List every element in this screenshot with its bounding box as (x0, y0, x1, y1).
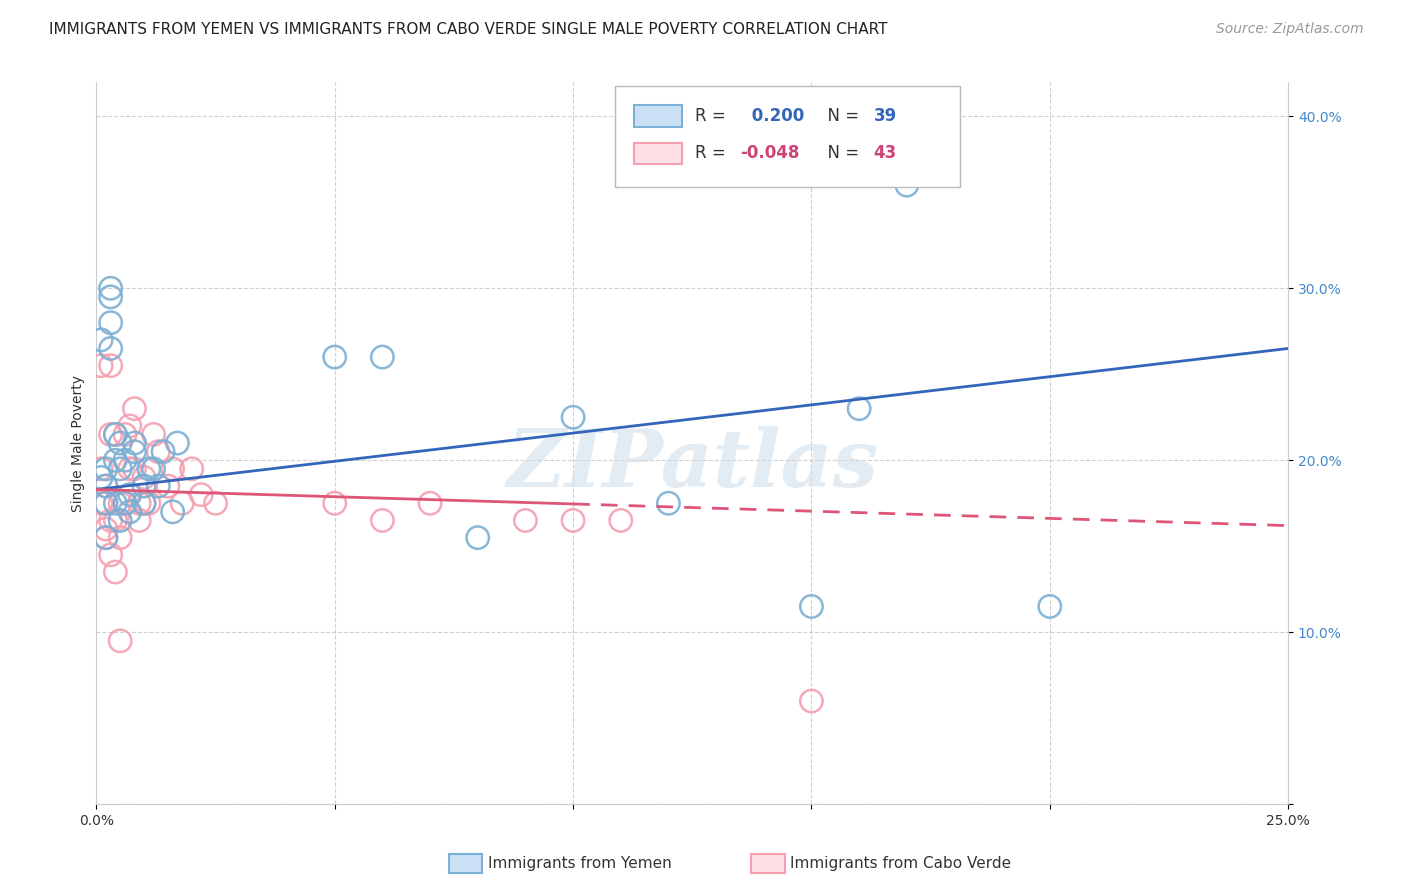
Point (90, 496, 112, 510)
Point (100, 359, 122, 373)
Point (657, 496, 679, 510)
Point (114, 427, 136, 442)
Point (132, 496, 155, 510)
Point (104, 427, 127, 442)
Point (108, 531, 131, 545)
Point (104, 453, 127, 467)
Point (94, 462, 117, 476)
Point (162, 462, 184, 476)
Point (114, 453, 136, 467)
Text: N =: N = (817, 107, 865, 125)
FancyBboxPatch shape (634, 105, 682, 127)
Point (132, 470, 155, 484)
Point (118, 488, 141, 502)
Point (138, 496, 160, 510)
Text: N =: N = (817, 145, 865, 162)
Point (118, 505, 141, 519)
Point (94, 496, 117, 510)
Point (800, 599, 823, 614)
Point (323, 496, 346, 510)
Text: Immigrants from Yemen: Immigrants from Yemen (488, 856, 672, 871)
Text: R =: R = (695, 107, 731, 125)
Point (180, 462, 202, 476)
Point (124, 444, 146, 458)
Point (108, 496, 131, 510)
Point (204, 496, 226, 510)
Text: IMMIGRANTS FROM YEMEN VS IMMIGRANTS FROM CABO VERDE SINGLE MALE POVERTY CORRELAT: IMMIGRANTS FROM YEMEN VS IMMIGRANTS FROM… (49, 22, 887, 37)
Point (172, 496, 194, 510)
Point (1039, 599, 1062, 614)
Point (132, 479, 155, 493)
Point (94, 522, 117, 536)
Text: R =: R = (695, 145, 731, 162)
Point (800, 694, 823, 708)
Point (100, 548, 122, 562)
Y-axis label: Single Male Poverty: Single Male Poverty (72, 375, 86, 511)
Point (118, 462, 141, 476)
Point (371, 513, 394, 527)
Point (467, 531, 489, 545)
Point (190, 488, 212, 502)
Point (142, 462, 165, 476)
Point (94, 531, 117, 545)
Point (371, 350, 394, 364)
Point (90, 359, 112, 373)
Point (124, 462, 146, 476)
Point (142, 427, 165, 442)
Point (100, 281, 122, 295)
Point (128, 513, 150, 527)
Text: 43: 43 (873, 145, 897, 162)
Point (108, 513, 131, 527)
Point (323, 350, 346, 364)
Point (114, 496, 136, 510)
Point (94, 479, 117, 493)
Point (515, 513, 537, 527)
Point (100, 290, 122, 304)
Text: Source: ZipAtlas.com: Source: ZipAtlas.com (1216, 22, 1364, 37)
Point (124, 436, 146, 450)
FancyBboxPatch shape (614, 86, 960, 186)
Point (152, 444, 174, 458)
FancyBboxPatch shape (634, 143, 682, 164)
Point (124, 401, 146, 416)
Point (108, 633, 131, 648)
Point (90, 462, 112, 476)
Point (896, 178, 918, 192)
Point (104, 427, 127, 442)
Point (562, 410, 585, 425)
Point (108, 436, 131, 450)
Text: Immigrants from Cabo Verde: Immigrants from Cabo Verde (790, 856, 1011, 871)
Point (166, 436, 188, 450)
Point (118, 418, 141, 433)
Point (94, 531, 117, 545)
Point (562, 513, 585, 527)
Point (94, 479, 117, 493)
Point (100, 316, 122, 330)
Point (114, 496, 136, 510)
Point (156, 479, 179, 493)
Point (138, 462, 160, 476)
Text: ZIPatlas: ZIPatlas (506, 426, 879, 503)
Point (128, 496, 150, 510)
Point (100, 342, 122, 356)
Point (162, 505, 184, 519)
Point (148, 444, 170, 458)
Point (100, 513, 122, 527)
Point (104, 513, 127, 527)
Point (108, 462, 131, 476)
Point (94, 496, 117, 510)
Point (100, 427, 122, 442)
Point (90, 333, 112, 347)
Point (419, 496, 441, 510)
Point (848, 401, 870, 416)
Point (90, 470, 112, 484)
Point (104, 565, 127, 579)
Point (104, 496, 127, 510)
Point (132, 496, 155, 510)
Text: 0.200: 0.200 (747, 107, 804, 125)
Point (610, 513, 633, 527)
Text: -0.048: -0.048 (740, 145, 800, 162)
Point (148, 479, 170, 493)
Text: 39: 39 (873, 107, 897, 125)
